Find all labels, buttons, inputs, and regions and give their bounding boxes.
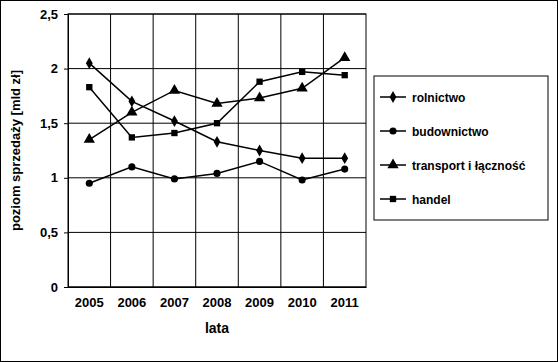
y-tick: 2,5: [40, 7, 68, 22]
series-marker: [211, 97, 222, 107]
series-line: [89, 72, 344, 138]
series-marker: [128, 95, 135, 107]
grid-line-x: [110, 14, 111, 287]
x-tick-label: 2009: [245, 295, 274, 310]
y-tick: 2: [51, 61, 68, 76]
grid-line-y: [68, 177, 366, 178]
series-marker: [256, 79, 262, 85]
series-marker: [299, 176, 306, 183]
x-tick-label: 2007: [160, 295, 189, 310]
series-marker: [126, 106, 137, 116]
grid-line-y: [68, 68, 366, 69]
series-marker: [341, 165, 348, 172]
series-line: [89, 63, 344, 158]
x-tick-label: 2011: [331, 295, 359, 310]
series-marker: [297, 82, 308, 92]
series-marker: [214, 136, 221, 148]
y-tick-label: 2,5: [40, 7, 58, 22]
legend-label: rolnictwo: [412, 91, 465, 105]
series-marker: [256, 158, 263, 165]
series-marker: [214, 120, 220, 126]
y-tick: 1: [51, 170, 68, 185]
legend-marker: [390, 196, 396, 202]
legend-marker: [389, 127, 396, 134]
x-tick: 2009: [245, 287, 274, 310]
y-axis-line: [64, 15, 69, 288]
x-axis: 2005 2006 2007 2008 2009 2010 2011: [69, 287, 367, 310]
plot-frame: [68, 14, 366, 287]
y-axis-title: poziom sprzedaży [mld zł]: [8, 70, 23, 231]
series-marker: [339, 51, 350, 61]
x-tick-label: 2008: [203, 295, 232, 310]
x-axis-line: [69, 287, 367, 288]
series-marker: [86, 84, 92, 90]
series-marker: [129, 134, 135, 140]
y-tick-mark: [64, 232, 68, 233]
series-marker: [299, 69, 305, 75]
x-tick: 2010: [288, 287, 317, 310]
legend-label: transport i łączność: [412, 159, 526, 173]
legend-box: [374, 76, 548, 220]
y-tick-mark: [64, 287, 68, 288]
y-tick-label: 2: [51, 61, 58, 76]
grid-line-x: [238, 14, 239, 287]
grid-line-x: [280, 14, 281, 287]
legend-label: handel: [412, 193, 451, 207]
y-tick-label: 0: [51, 280, 58, 295]
series-line: [89, 58, 344, 140]
grid-line-x: [195, 14, 196, 287]
grid-line-x: [323, 14, 324, 287]
x-tick-label: 2010: [288, 295, 317, 310]
y-tick: 0,5: [40, 225, 68, 240]
legend: rolnictwo budownictwo transport i łączność…: [374, 76, 548, 220]
y-tick-mark: [64, 14, 68, 15]
grid-line-y: [68, 232, 366, 233]
series-marker: [86, 57, 93, 69]
series-marker: [342, 72, 348, 78]
series-marker: [128, 163, 135, 170]
y-tick-label: 1,5: [40, 116, 58, 131]
x-tick-label: 2006: [117, 295, 146, 310]
y-axis: 0 0,5 1 1,5 2 2,5: [40, 7, 69, 295]
y-tick-label: 0,5: [40, 225, 58, 240]
series-marker: [86, 180, 93, 187]
grid-line-x: [153, 14, 154, 287]
y-tick-label: 1: [51, 170, 58, 185]
series-marker: [171, 175, 178, 182]
x-tick: 2011: [331, 287, 359, 310]
marks: [84, 51, 351, 187]
y-tick-mark: [64, 178, 68, 179]
y-tick: 0: [51, 280, 68, 295]
x-tick: 2006: [117, 287, 146, 310]
legend-marker: [387, 158, 398, 168]
y-tick-mark: [64, 123, 68, 124]
series-marker: [84, 133, 95, 143]
x-axis-title: lata: [205, 320, 229, 336]
y-tick-mark: [64, 69, 68, 70]
series-marker: [213, 170, 220, 177]
x-tick-label: 2005: [75, 295, 104, 310]
series-marker: [169, 84, 180, 94]
series-line: [89, 161, 344, 183]
y-tick: 1,5: [40, 116, 68, 131]
series-marker: [299, 152, 306, 164]
x-tick: 2005: [75, 287, 104, 310]
chart: 0 0,5 1 1,5 2 2,5 2005 2006 2007 2008 2009 2010 2011…: [0, 0, 558, 362]
chart-border: [1, 1, 558, 362]
x-tick: 2007: [160, 287, 189, 310]
series-marker: [256, 145, 263, 157]
series-marker: [341, 152, 348, 164]
series-marker: [254, 92, 265, 102]
x-tick: 2008: [203, 287, 232, 310]
series-marker: [171, 130, 177, 136]
legend-label: budownictwo: [412, 125, 489, 139]
legend-marker: [390, 91, 397, 103]
series-marker: [171, 115, 178, 127]
grid: [68, 14, 366, 287]
